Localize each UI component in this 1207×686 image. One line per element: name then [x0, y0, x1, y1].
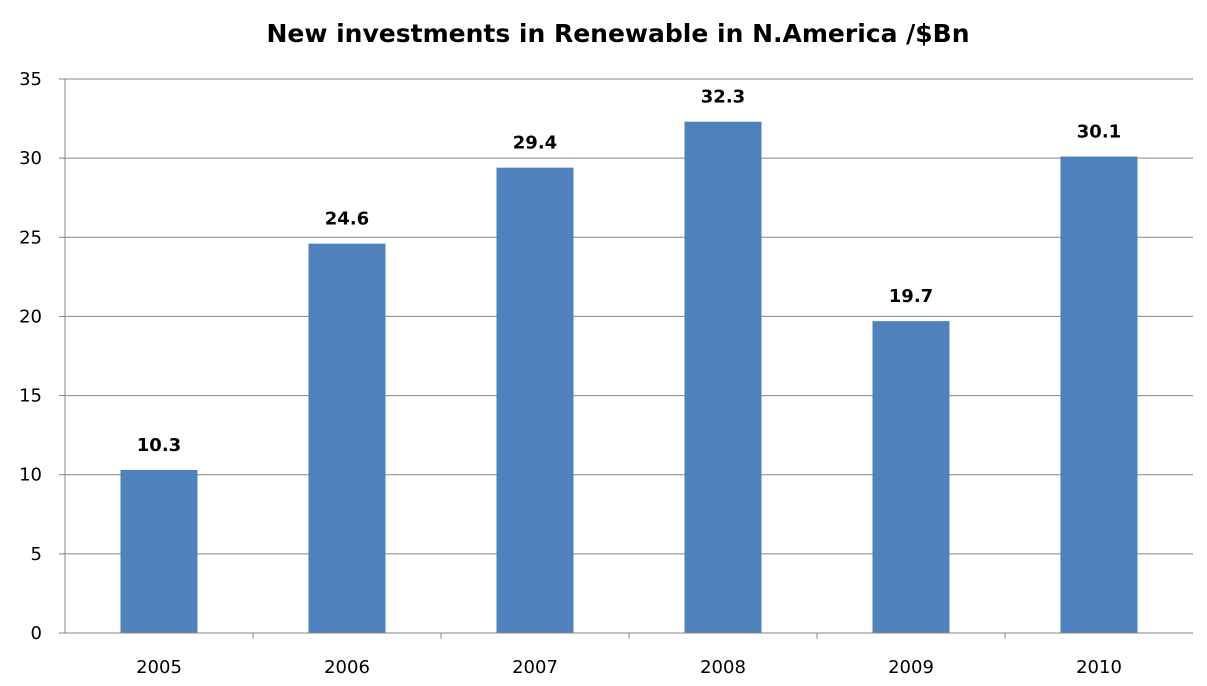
data-label-2010: 30.1 — [1077, 122, 1121, 143]
data-label-2005: 10.3 — [137, 435, 181, 456]
x-tick-label-2010: 2010 — [1076, 657, 1122, 678]
gridlines — [65, 78, 1193, 555]
bars — [120, 121, 1138, 634]
data-label-2006: 24.6 — [325, 209, 369, 230]
y-tick-label: 10 — [19, 465, 42, 486]
data-labels: 10.3 24.6 29.4 32.3 19.7 30.1 — [137, 87, 1121, 456]
x-tick-label-2005: 2005 — [136, 657, 182, 678]
x-tick-label-2007: 2007 — [512, 657, 558, 678]
y-tick-label: 35 — [19, 69, 42, 90]
x-tick-label-2009: 2009 — [888, 657, 934, 678]
axes — [59, 78, 1193, 639]
bar-2007 — [496, 167, 574, 633]
y-tick-label: 15 — [19, 386, 42, 407]
x-tick-label-2006: 2006 — [324, 657, 370, 678]
y-tick-label: 5 — [31, 544, 42, 565]
x-tick-label-2008: 2008 — [700, 657, 746, 678]
bar-2006 — [308, 243, 386, 634]
y-tick-label: 30 — [19, 148, 42, 169]
bar-2008 — [684, 121, 762, 633]
bar-2010 — [1060, 156, 1138, 633]
y-tick-label: 25 — [19, 227, 42, 248]
y-tick-label: 0 — [31, 623, 42, 644]
data-label-2008: 32.3 — [701, 87, 745, 108]
chart-title: New investments in Renewable in N.Americ… — [266, 19, 969, 48]
y-axis-tick-labels: 0 5 10 15 20 25 30 35 — [19, 69, 42, 644]
data-label-2007: 29.4 — [513, 133, 557, 154]
bar-2005 — [120, 469, 198, 633]
x-axis-tick-labels: 2005 2006 2007 2008 2009 2010 — [136, 657, 1122, 678]
y-tick-label: 20 — [19, 306, 42, 327]
bar-2009 — [872, 321, 950, 633]
data-label-2009: 19.7 — [889, 286, 933, 307]
